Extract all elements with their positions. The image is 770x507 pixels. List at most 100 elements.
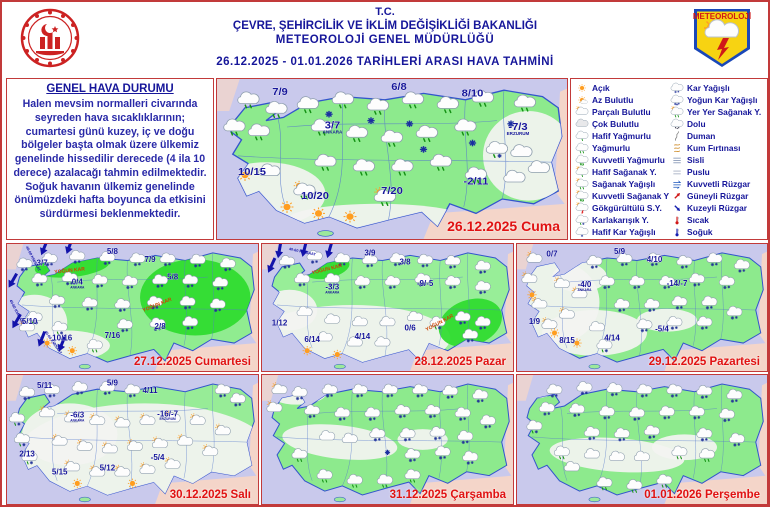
meteorology-shield-icon: METEOROLOJİ bbox=[690, 7, 754, 69]
legend-item-label: Sisli bbox=[687, 155, 705, 165]
svg-text:8/15: 8/15 bbox=[559, 336, 575, 345]
legend-item-label: Hafif Kar Yağışlı bbox=[592, 227, 656, 237]
map-panel-tuesday: 5/11 5/9 4/11 -6/3 ANKARA -16/-7 ERZURUM 2/13 5/… bbox=[6, 374, 259, 505]
legend-panel: Açık Az Bulutlu Parçalı Bulutlu Çok Bulutlu… bbox=[570, 78, 768, 240]
legend-item-label: Dolu bbox=[687, 119, 706, 129]
header: T.C. ÇEVRE, ŞEHİRCİLİK VE İKLİM DEĞİŞİKL… bbox=[2, 2, 768, 75]
svg-text:2/8: 2/8 bbox=[155, 322, 167, 331]
legend-item-label: Gökgürültülü S.Y. bbox=[592, 203, 662, 213]
legend-item-label: Sıcak bbox=[687, 215, 709, 225]
svg-text:3/9: 3/9 bbox=[364, 248, 376, 257]
legend-item: Açık bbox=[575, 82, 670, 94]
sisli-icon bbox=[673, 157, 681, 164]
karla-karisik-icon bbox=[575, 214, 589, 226]
legend-item-label: Kum Fırtınası bbox=[687, 143, 741, 153]
legend-item: Hafif Kar Yağışlı bbox=[575, 226, 670, 238]
legend-item-label: Parçalı Bulutlu bbox=[592, 107, 651, 117]
turkey-map-sunday: 3/9 3/8 -3/3 ANKARA -9/-5 1/12 6/14 4/14 0/6 YOĞU… bbox=[262, 244, 513, 371]
turkey-map-svg bbox=[517, 375, 767, 504]
dolu-icon bbox=[670, 118, 684, 130]
svg-text:-3/3: -3/3 bbox=[325, 283, 339, 292]
legend-item: Sisli bbox=[670, 154, 765, 166]
legend-column-right: Kar Yağışlı Yoğun Kar Yağışlı Yer Yer Sağa… bbox=[670, 82, 765, 237]
map-date-label: 27.12.2025 Cumartesi bbox=[134, 356, 251, 368]
kum-firtinasi-icon bbox=[674, 143, 681, 153]
legend-item-label: Kuvvetli Rüzgar bbox=[687, 179, 751, 189]
legend-item: Karlakarışık Y. bbox=[575, 214, 670, 226]
turkey-map-tuesday: 5/11 5/9 4/11 -6/3 ANKARA -16/-7 ERZURUM 2/13 5/… bbox=[7, 375, 258, 504]
legend-item: Yer Yer Sağanak Y. bbox=[670, 106, 765, 118]
svg-text:-2/11: -2/11 bbox=[464, 176, 489, 187]
svg-text:3/7: 3/7 bbox=[37, 259, 49, 268]
map-panel-thursday: 01.01.2026 Perşembe bbox=[516, 374, 768, 505]
soguk-icon bbox=[675, 228, 679, 237]
map-date-label: 01.01.2026 Perşembe bbox=[644, 489, 760, 501]
svg-text:ERZURUM: ERZURUM bbox=[507, 131, 530, 136]
hafif-yagmurlu-icon bbox=[575, 130, 589, 142]
duman-icon bbox=[674, 131, 679, 141]
turkey-map-saturday: 3/7 5/8 7/9 5/8 0/4 ANKARA 5/10 10/16 7/16 2/8 YOĞ… bbox=[7, 244, 258, 371]
legend-item: Kuvvetli Sağanak Y bbox=[575, 190, 670, 202]
svg-text:5/8: 5/8 bbox=[167, 273, 179, 282]
svg-text:-9/-5: -9/-5 bbox=[417, 279, 434, 288]
svg-text:8/10: 8/10 bbox=[462, 88, 484, 99]
ministry-emblem-icon bbox=[18, 7, 82, 69]
svg-text:3/7: 3/7 bbox=[325, 120, 341, 131]
svg-text:4/10: 4/10 bbox=[647, 255, 663, 264]
svg-text:10/16: 10/16 bbox=[52, 333, 73, 342]
legend-item: Hafif Yağmurlu bbox=[575, 130, 670, 142]
svg-text:7/16: 7/16 bbox=[105, 331, 121, 340]
svg-text:5/15: 5/15 bbox=[52, 467, 68, 476]
header-text: T.C. ÇEVRE, ŞEHİRCİLİK VE İKLİM DEĞİŞİKL… bbox=[112, 6, 658, 68]
svg-text:-16/-7: -16/-7 bbox=[157, 409, 178, 418]
legend-item-label: Duman bbox=[687, 131, 716, 141]
map-date-label: 26.12.2025 Cuma bbox=[447, 218, 560, 234]
svg-text:4/11: 4/11 bbox=[142, 386, 158, 395]
svg-text:-4/0: -4/0 bbox=[578, 280, 592, 289]
map-date-label: 31.12.2025 Çarşamba bbox=[389, 489, 506, 501]
kuvvetli-yagmurlu-icon bbox=[575, 154, 589, 166]
legend-item-label: Kuvvetli Sağanak Y bbox=[592, 191, 670, 201]
turkey-map-thursday bbox=[517, 375, 767, 504]
legend-item-label: Soğuk bbox=[687, 227, 713, 237]
legend-item-label: Kuzeyli Rüzgar bbox=[687, 203, 748, 213]
header-ministry: ÇEVRE, ŞEHİRCİLİK VE İKLİM DEĞİŞİKLİĞİ B… bbox=[232, 20, 538, 32]
kuvvetli-ruzgar-icon bbox=[673, 180, 682, 189]
yer-yer-saganak-icon bbox=[670, 106, 684, 118]
turkey-map-monday: 0/7 5/9 4/10 -4/0 ANKARA -14/-7 1/9 8/15 4/14 -5/… bbox=[517, 244, 767, 371]
map-date-label: 29.12.2025 Pazartesi bbox=[648, 356, 760, 368]
svg-text:-6/3: -6/3 bbox=[70, 410, 84, 419]
legend-item: Kuvvetli Yağmurlu bbox=[575, 154, 670, 166]
general-outlook-panel: GENEL HAVA DURUMU Halen mevsim normaller… bbox=[6, 78, 214, 240]
cok-bulutlu-icon bbox=[575, 118, 589, 127]
svg-text:5/9: 5/9 bbox=[614, 247, 626, 256]
general-outlook-title: GENEL HAVA DURUMU bbox=[46, 83, 174, 95]
svg-text:1/12: 1/12 bbox=[272, 318, 288, 327]
legend-item: Hafif Sağanak Y. bbox=[575, 166, 670, 178]
svg-text:2/13: 2/13 bbox=[19, 449, 35, 458]
svg-text:40-60 KM/SAAT: 40-60 KM/SAAT bbox=[289, 247, 317, 257]
legend-item: Dolu bbox=[670, 118, 765, 130]
svg-text:ERZURUM: ERZURUM bbox=[160, 417, 177, 421]
svg-text:-5/4: -5/4 bbox=[151, 453, 165, 462]
acik-icon bbox=[578, 84, 586, 92]
legend-item-label: Açık bbox=[592, 83, 610, 93]
kuvvetli-saganak-icon bbox=[575, 190, 589, 202]
legend-item-label: Çok Bulutlu bbox=[592, 119, 639, 129]
parcali-bulutlu-icon bbox=[575, 106, 589, 115]
legend-item: Çok Bulutlu bbox=[575, 118, 670, 130]
legend-item: Kuvvetli Rüzgar bbox=[670, 178, 765, 190]
svg-text:5/11: 5/11 bbox=[37, 381, 53, 390]
puslu-icon bbox=[673, 170, 681, 175]
svg-text:0/4: 0/4 bbox=[72, 278, 84, 287]
legend-item: Az Bulutlu bbox=[575, 94, 670, 106]
header-directorate: METEOROLOJİ GENEL MÜDÜRLÜĞÜ bbox=[275, 34, 495, 46]
legend-item: Güneyli Rüzgar bbox=[670, 190, 765, 202]
svg-text:YOĞUN KAR: YOĞUN KAR bbox=[54, 264, 86, 275]
svg-text:ANKARA: ANKARA bbox=[577, 288, 592, 292]
yogun-kar-icon bbox=[670, 94, 684, 106]
